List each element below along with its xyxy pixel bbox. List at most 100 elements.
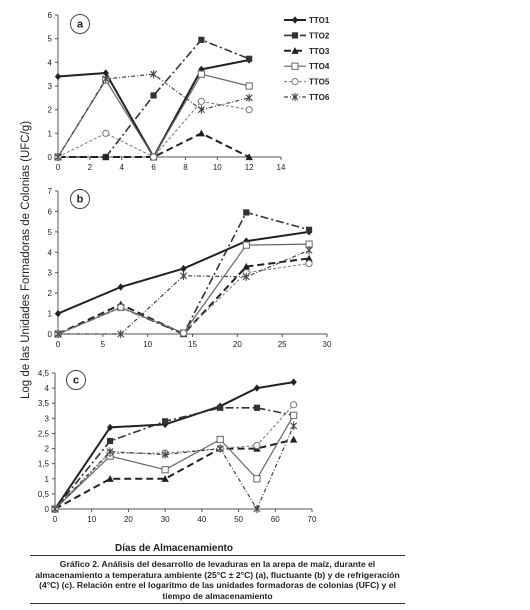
- tto6-star-marker: [150, 70, 158, 79]
- tto2-square-marker: [246, 55, 253, 62]
- x-tick-label: 0: [56, 340, 61, 349]
- legend-label: TTO2: [309, 31, 330, 40]
- tto6-star-marker: [305, 246, 313, 255]
- panel-c: 0 0,5 1 1,5 2 2,5 3 3,5 4 4,5 0 10 20 30 40 50 60 70 c: [38, 369, 317, 524]
- y-tick-label: 0,5: [38, 490, 50, 499]
- tto6-star-marker: [54, 152, 62, 162]
- x-tick-label: 30: [323, 340, 332, 349]
- tto2-square-marker: [253, 404, 261, 411]
- tto2-square-marker: [198, 36, 205, 43]
- tto5-open-circle-marker: [149, 153, 158, 161]
- tto4-open-square-marker: [197, 70, 205, 78]
- y-axis-title: Log de las Unidades Formadoras de Coloni…: [20, 121, 32, 399]
- tto5-open-circle-marker: [102, 129, 110, 137]
- legend-tto1-diamond-marker: [291, 16, 299, 24]
- tto5-line: [54, 404, 294, 510]
- tto6-line: [54, 425, 295, 510]
- tto5-open-circle-marker: [197, 97, 205, 105]
- legend-tto6-star-marker: [291, 92, 299, 102]
- tto4-open-square-marker: [161, 466, 169, 474]
- tto6-star-marker: [242, 272, 250, 281]
- tto1-diamond-marker: [253, 384, 261, 392]
- y-tick-label: 1: [45, 475, 50, 484]
- panel-label-circle: [70, 14, 90, 34]
- y-tick-label: 3: [48, 269, 53, 278]
- y-tick-label: 2: [48, 106, 53, 115]
- y-tick-label: 4,5: [38, 369, 50, 378]
- tto6-star-marker: [54, 329, 62, 339]
- y-tick-label: 1: [48, 310, 53, 319]
- series-tto6: [54, 246, 313, 339]
- legend-label: TTO3: [309, 47, 330, 56]
- x-tick-label: 0: [53, 515, 58, 524]
- tto2-line: [54, 406, 294, 510]
- x-tick-label: 70: [308, 515, 317, 524]
- series-tto4: [54, 70, 253, 161]
- tto2-square-marker: [217, 404, 224, 411]
- legend-tto2-square-marker: [291, 32, 299, 39]
- tto4-open-square-marker: [242, 241, 250, 249]
- legend-label: TTO1: [309, 16, 330, 25]
- tto1-diamond-marker: [102, 69, 109, 77]
- panel-label: c: [73, 375, 79, 387]
- tto6-star-marker: [180, 271, 188, 280]
- legend-label: TTO4: [309, 62, 330, 71]
- legend-tto4-open-square-marker: [291, 62, 299, 70]
- tto3-line: [54, 438, 294, 510]
- x-tick-label: 5: [101, 340, 106, 349]
- y-tick-label: 0: [48, 330, 53, 339]
- x-tick-label: 2: [88, 163, 93, 172]
- legend-label: TTO5: [309, 78, 330, 87]
- x-tick-label: 12: [245, 163, 254, 172]
- y-tick-label: 0: [48, 153, 53, 162]
- x-tick-label: 20: [124, 515, 133, 524]
- tto1-diamond-marker: [180, 264, 187, 273]
- tto1-line: [54, 381, 294, 510]
- tto3-line: [58, 132, 250, 158]
- y-tick-label: 1: [48, 129, 53, 138]
- y-tick-label: 2,5: [38, 429, 50, 438]
- tto2-square-marker: [106, 437, 114, 445]
- series-tto6: [51, 421, 298, 514]
- x-tick-label: 6: [151, 163, 156, 172]
- x-axis-title: Días de Almacenamiento: [115, 543, 233, 554]
- tto4-line: [57, 73, 250, 158]
- panel-label: b: [77, 194, 84, 206]
- tto1-diamond-marker: [54, 72, 62, 81]
- tto2-square-marker: [150, 92, 157, 99]
- tto4-open-square-marker: [253, 475, 261, 483]
- panel-label-circle: [66, 370, 86, 390]
- x-tick-label: 10: [87, 515, 96, 524]
- y-tick-label: 4: [48, 248, 53, 257]
- tto3-triangle-marker: [242, 262, 250, 270]
- tto1-diamond-marker: [117, 283, 124, 291]
- tto6-star-marker: [245, 93, 253, 102]
- y-tick-label: 6: [48, 207, 53, 216]
- tto6-star-marker: [102, 74, 110, 83]
- tto4-line: [57, 243, 310, 335]
- x-tick-label: 10: [213, 163, 222, 172]
- tto3-triangle-marker: [197, 129, 206, 137]
- tto1-diamond-marker: [290, 378, 297, 386]
- tto3-triangle-marker: [289, 435, 298, 443]
- x-tick-label: 0: [56, 163, 61, 172]
- tto3-triangle-marker: [245, 153, 253, 161]
- y-tick-label: 5: [48, 228, 53, 237]
- y-tick-label: 4: [45, 384, 50, 393]
- x-tick-label: 14: [277, 163, 286, 172]
- y-tick-label: 1,5: [38, 460, 50, 469]
- y-tick-label: 3,5: [38, 399, 50, 408]
- x-tick-label: 50: [234, 515, 243, 524]
- tto4-open-square-marker: [216, 435, 224, 444]
- y-tick-label: 3: [48, 82, 53, 91]
- tto5-open-circle-marker: [305, 259, 313, 268]
- y-tick-label: 5: [48, 35, 53, 44]
- tto6-star-marker: [106, 447, 114, 456]
- series-tto4: [54, 240, 313, 338]
- tto6-line: [57, 73, 250, 158]
- x-tick-label: 60: [271, 515, 280, 524]
- x-tick-label: 10: [143, 340, 152, 349]
